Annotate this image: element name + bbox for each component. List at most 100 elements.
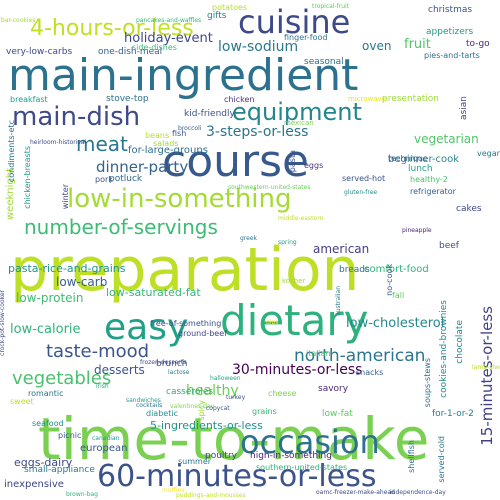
word: for-1-or-2: [432, 409, 474, 419]
word: savory: [318, 384, 349, 394]
word: presentation: [382, 94, 439, 104]
word: one-dish-meal: [98, 47, 163, 57]
word: north-american: [294, 346, 426, 366]
word: low-calorie: [10, 322, 81, 337]
word: taste-mood: [46, 341, 150, 362]
word: stove-top: [106, 94, 149, 104]
word: 5-ingredients-or-less: [150, 419, 263, 432]
word: microwave: [348, 95, 387, 103]
word: main-ingredient: [8, 50, 359, 101]
word: number-of-servings: [24, 215, 218, 239]
word: occasion: [240, 423, 380, 461]
word: brunch: [156, 359, 188, 369]
word: high-in-something: [250, 451, 332, 461]
word: copycat: [206, 405, 230, 412]
word: greek: [240, 235, 258, 242]
word: holiday-event: [124, 31, 213, 46]
word: frozen-desserts: [140, 359, 187, 366]
word: 30-minutes-or-less: [232, 362, 363, 378]
word: spring: [278, 239, 297, 246]
word: low-cholesterol: [346, 316, 445, 331]
word: bar-cookies: [1, 17, 36, 24]
word: crock-pot-slow-cooker: [0, 290, 6, 356]
word: low-protein: [16, 291, 84, 305]
word: mexican: [284, 119, 314, 127]
word: chocolate: [455, 320, 465, 364]
word: breakfast: [10, 95, 48, 104]
word: fruit: [404, 37, 431, 52]
word: served-cold: [437, 436, 446, 483]
word: middle-eastern: [278, 215, 324, 222]
word: asian: [459, 96, 469, 120]
word: small-appliance: [24, 465, 95, 475]
word: time-to-make: [38, 405, 430, 473]
word: 15-minutes-or-less: [478, 306, 496, 446]
word: snacks: [356, 368, 384, 377]
word: low-saturated-fat: [106, 286, 201, 299]
word: seafood: [32, 419, 64, 428]
word: pasta: [288, 150, 297, 173]
word: european: [80, 443, 128, 454]
word: muffins: [162, 487, 185, 494]
word: eggs-dairy: [14, 456, 73, 469]
word: poultry: [205, 451, 237, 461]
word: seasonal: [304, 57, 344, 67]
word: vegan: [477, 149, 500, 158]
word: cocktails: [136, 402, 163, 409]
word: christmas: [428, 5, 473, 15]
word: condiments-etc: [7, 120, 16, 183]
word: sandwiches: [126, 397, 161, 404]
word: easy: [104, 307, 189, 348]
word: potluck: [109, 174, 143, 184]
word: beef: [439, 241, 459, 251]
word: fall: [392, 291, 405, 300]
word: heirloom-historical: [30, 139, 87, 146]
word: cheese: [268, 389, 297, 398]
word: kid-friendly: [184, 109, 235, 119]
word: dinner-party: [96, 158, 189, 176]
word: tropical-fruit: [312, 3, 350, 10]
word: romantic: [28, 389, 64, 398]
word: very-low-carbs: [6, 47, 73, 57]
word: to-go: [466, 39, 490, 49]
word: desserts: [94, 363, 145, 377]
word: for-large-groups: [128, 145, 208, 156]
word: eggs: [304, 161, 324, 170]
word: lactose: [168, 369, 190, 376]
word: soups-stews: [423, 358, 432, 408]
word: puddings-and-mousses: [176, 492, 246, 499]
word: side-dishes: [132, 43, 177, 52]
word: southern-united-states: [256, 463, 348, 472]
word: pineapple: [402, 227, 432, 234]
word: beans: [145, 131, 170, 140]
word: low-fat: [322, 409, 353, 419]
word: turkey: [226, 394, 246, 401]
word: kosher: [282, 277, 306, 285]
word: cakes: [456, 204, 482, 214]
word: appetizers: [426, 27, 474, 37]
word: inexpensive: [4, 479, 64, 490]
word: ground-beef: [178, 329, 227, 338]
word: dietary: [220, 296, 369, 345]
word: refrigerator: [410, 187, 456, 196]
word: free-of-something: [150, 319, 222, 328]
word: lunch: [408, 164, 433, 174]
word: valentines-day: [170, 403, 215, 410]
word: halloween: [210, 375, 241, 382]
word: lamb-sheep: [472, 364, 500, 371]
word: low-carb: [56, 275, 108, 289]
word: pork: [95, 175, 113, 184]
word: irish: [96, 383, 109, 390]
word: pies-and-tarts: [424, 51, 480, 60]
word: american: [313, 242, 370, 256]
word: breads: [339, 265, 370, 275]
word: course: [162, 136, 310, 187]
word: picnic: [58, 431, 82, 440]
word: chicken: [224, 95, 255, 104]
word: brown-bag: [66, 491, 98, 498]
word: potatoes: [212, 3, 248, 12]
word: oamc-freezer-make-ahead: [316, 489, 395, 496]
word: chicken-breasts: [23, 146, 32, 209]
word: equipment: [232, 98, 362, 126]
